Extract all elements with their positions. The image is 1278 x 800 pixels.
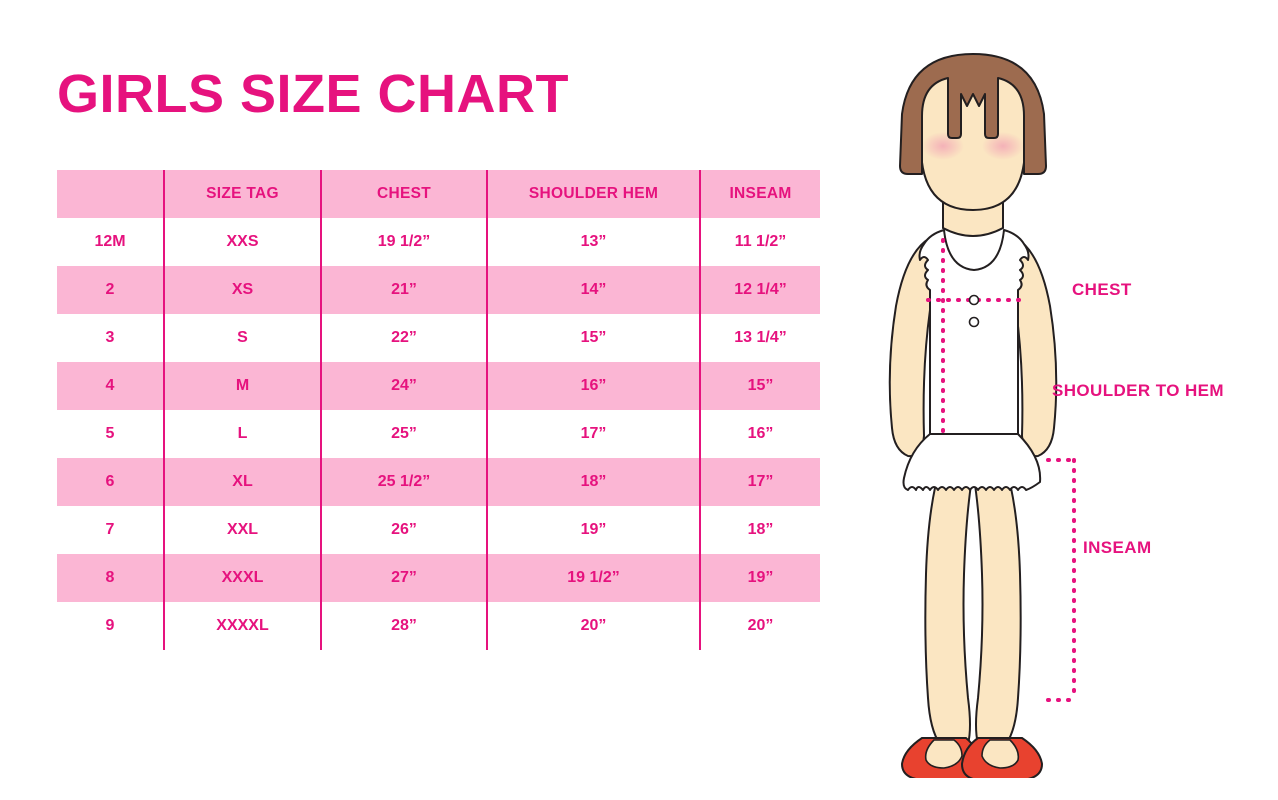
cell-size-tag: XS [163, 266, 321, 314]
cell-inseam: 11 1/2” [699, 218, 820, 266]
cell-chest: 28” [320, 602, 487, 650]
table-row: 6 XL 25 1/2” 18” 17” [57, 458, 820, 506]
cell-size-tag: XXL [163, 506, 321, 554]
cell-size: 5 [105, 425, 115, 442]
size-chart-table: SIZE TAG CHEST SHOULDER HEM INSEAM 12M X… [57, 170, 820, 650]
page-title: GIRLS SIZE CHART [57, 64, 570, 124]
label-chest: CHEST [1072, 280, 1132, 299]
cell-inseam: 20” [699, 602, 820, 650]
table-header: SIZE TAG CHEST SHOULDER HEM INSEAM [57, 170, 820, 218]
legs-shape [924, 466, 1022, 745]
cell-inseam: 18” [699, 506, 820, 554]
table-body: 12M XXS 19 1/2” 13” 11 1/2” 2 XS 21” 14”… [57, 218, 820, 650]
column-header-size-tag: SIZE TAG [163, 170, 321, 218]
cell-size-tag: L [163, 410, 321, 458]
label-inseam: INSEAM [1083, 538, 1152, 557]
cell-chest: 25 1/2” [320, 458, 487, 506]
table-row: 4 M 24” 16” 15” [57, 362, 820, 410]
table-row: 9 XXXXL 28” 20” 20” [57, 602, 820, 650]
cell-size: 7 [105, 521, 115, 538]
chest-measurement-line [926, 238, 1024, 434]
table-row: 5 L 25” 17” 16” [57, 410, 820, 458]
cell-size: 8 [105, 569, 115, 586]
cell-size: 2 [105, 281, 115, 298]
table-row: 12M XXS 19 1/2” 13” 11 1/2” [57, 218, 820, 266]
cell-shoulder-hem: 18” [486, 458, 700, 506]
table-row: 3 S 22” 15” 13 1/4” [57, 314, 820, 362]
cell-size-tag: S [163, 314, 321, 362]
cell-inseam: 15” [699, 362, 820, 410]
button-bottom [968, 316, 980, 328]
cell-size-tag: M [163, 362, 321, 410]
cell-chest: 22” [320, 314, 487, 362]
girl-figure-illustration [848, 38, 1098, 778]
cell-chest: 26” [320, 506, 487, 554]
top-garment-shape [918, 229, 1030, 435]
cell-shoulder-hem: 15” [486, 314, 700, 362]
column-header-size [57, 170, 164, 218]
cell-inseam: 16” [699, 410, 820, 458]
cell-size: 9 [105, 617, 115, 634]
shoes-shape [900, 737, 1044, 778]
cell-chest: 27” [320, 554, 487, 602]
cell-inseam: 13 1/4” [699, 314, 820, 362]
cell-size-tag: XXS [163, 218, 321, 266]
cell-size: 4 [105, 377, 115, 394]
cell-size-tag: XXXL [163, 554, 321, 602]
table-header-row: SIZE TAG CHEST SHOULDER HEM INSEAM [57, 170, 820, 218]
cell-shoulder-hem: 17” [486, 410, 700, 458]
cell-size: 6 [105, 473, 115, 490]
label-shoulder-to-hem: SHOULDER TO HEM [1052, 381, 1224, 400]
table-row: 7 XXL 26” 19” 18” [57, 506, 820, 554]
cell-chest: 19 1/2” [320, 218, 487, 266]
cell-size: 3 [105, 329, 115, 346]
table-row: 8 XXXL 27” 19 1/2” 19” [57, 554, 820, 602]
cell-shoulder-hem: 16” [486, 362, 700, 410]
cell-shoulder-hem: 14” [486, 266, 700, 314]
cell-size-tag: XXXXL [163, 602, 321, 650]
table-row: 2 XS 21” 14” 12 1/4” [57, 266, 820, 314]
column-header-chest: CHEST [320, 170, 487, 218]
cell-chest: 21” [320, 266, 487, 314]
bloomers-shape [902, 433, 1042, 491]
inseam-measurement-line [1046, 458, 1078, 702]
column-header-shoulder-hem: SHOULDER HEM [486, 170, 700, 218]
hair-shape [899, 53, 1047, 175]
cell-shoulder-hem: 19” [486, 506, 700, 554]
cell-shoulder-hem: 13” [486, 218, 700, 266]
cell-chest: 24” [320, 362, 487, 410]
cell-chest: 25” [320, 410, 487, 458]
cell-inseam: 12 1/4” [699, 266, 820, 314]
cell-shoulder-hem: 20” [486, 602, 700, 650]
column-header-inseam: INSEAM [699, 170, 820, 218]
cell-inseam: 19” [699, 554, 820, 602]
cell-shoulder-hem: 19 1/2” [486, 554, 700, 602]
cell-inseam: 17” [699, 458, 820, 506]
cell-size-tag: XL [163, 458, 321, 506]
buttons-group [968, 294, 980, 328]
cell-size: 12M [94, 233, 126, 250]
button-top [968, 294, 980, 306]
